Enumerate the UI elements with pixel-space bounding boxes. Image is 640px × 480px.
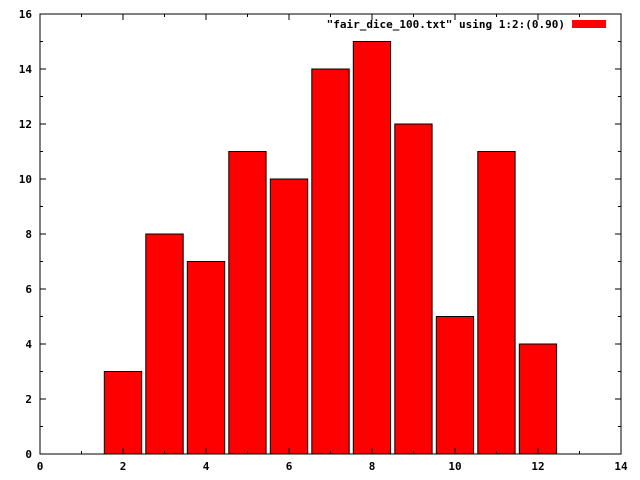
- bar-11: [477, 151, 516, 455]
- bar-3: [145, 233, 184, 455]
- bar-5: [228, 151, 267, 455]
- x-tick-label: 4: [203, 460, 210, 473]
- y-tick-label: 6: [25, 283, 32, 296]
- x-tick-label: 14: [614, 460, 628, 473]
- axis-ticks: [39, 13, 622, 455]
- x-tick-label: 0: [37, 460, 44, 473]
- bar-10: [435, 316, 475, 455]
- y-tick-label: 14: [19, 63, 33, 76]
- x-tick-label: 6: [286, 460, 293, 473]
- bar-8: [352, 41, 392, 455]
- bar-4: [186, 261, 226, 455]
- bar-7: [311, 68, 350, 455]
- y-tick-label: 2: [25, 393, 32, 406]
- y-tick-label: 12: [19, 118, 32, 131]
- legend-swatch: [572, 20, 606, 28]
- y-tick-label: 0: [25, 448, 32, 461]
- bar-2: [103, 371, 143, 455]
- legend: "fair_dice_100.txt" using 1:2:(0.90): [327, 18, 606, 31]
- y-tick-label: 4: [25, 338, 32, 351]
- x-tick-label: 8: [369, 460, 376, 473]
- x-tick-labels: 0 2 4 6 8 10 12 14: [37, 460, 628, 473]
- bars-group: [103, 41, 558, 455]
- x-tick-label: 10: [448, 460, 461, 473]
- x-tick-label: 12: [531, 460, 544, 473]
- x-tick-label: 2: [120, 460, 127, 473]
- y-tick-label: 10: [19, 173, 32, 186]
- y-tick-label: 8: [25, 228, 32, 241]
- bar-12: [518, 343, 558, 455]
- legend-label: "fair_dice_100.txt" using 1:2:(0.90): [327, 18, 565, 31]
- y-tick-labels: 0 2 4 6 8 10 12 14 16: [19, 8, 33, 461]
- bar-6: [269, 178, 309, 455]
- y-tick-label: 16: [19, 8, 33, 21]
- bar-9: [394, 123, 433, 455]
